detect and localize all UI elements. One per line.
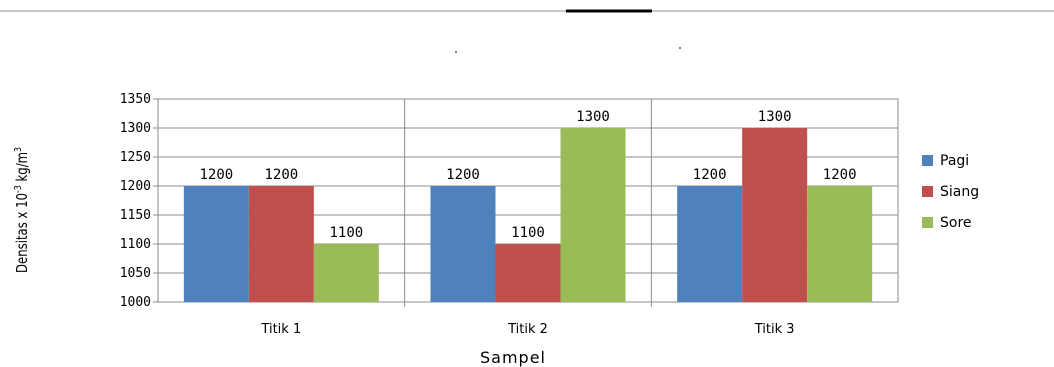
legend-swatch-siang	[922, 186, 933, 197]
bars-group	[183, 128, 873, 302]
bar-pagi-3	[677, 186, 743, 302]
y-tick-label: 1100	[120, 237, 151, 252]
legend-swatch-sore	[922, 217, 933, 228]
data-labels-group: 1200 1200 1100 1200 1100 1300 1200 1300 1200	[199, 109, 856, 241]
data-label: 1200	[264, 167, 298, 183]
legend: Pagi Siang Sore	[922, 153, 979, 231]
y-tick-label: 1250	[120, 150, 151, 165]
data-label: 1200	[446, 167, 480, 183]
x-axis-ticks: Titik 1 Titik 2 Titik 3	[260, 322, 794, 337]
x-tick-label: Titik 2	[507, 322, 548, 337]
bar-sore-3	[807, 186, 873, 302]
data-label: 1200	[199, 167, 233, 183]
y-tick-label: 1200	[120, 179, 151, 194]
y-tick-label: 1050	[120, 266, 151, 281]
bar-siang-3	[742, 128, 808, 302]
data-label: 1100	[329, 225, 363, 241]
legend-label-pagi: Pagi	[940, 153, 969, 169]
bar-pagi-1	[183, 186, 249, 302]
bar-siang-1	[248, 186, 314, 302]
data-label: 1200	[823, 167, 857, 183]
y-tick-label: 1150	[120, 208, 151, 223]
y-tick-label: 1000	[120, 295, 151, 310]
data-label: 1300	[758, 109, 792, 125]
y-tick-label: 1350	[120, 92, 151, 107]
bar-sore-2	[560, 128, 626, 302]
data-label: 1200	[693, 167, 727, 183]
legend-swatch-pagi	[922, 155, 933, 166]
speck-mark	[679, 47, 681, 49]
y-axis-label: Densitas x 10-3 kg/m3	[13, 147, 31, 273]
speck-mark	[455, 51, 457, 53]
data-label: 1300	[576, 109, 610, 125]
legend-label-sore: Sore	[940, 215, 972, 231]
x-axis-label: Sampel	[480, 348, 546, 367]
x-tick-label: Titik 3	[754, 322, 795, 337]
x-tick-label: Titik 1	[260, 322, 301, 337]
category-separators	[404, 99, 652, 307]
bar-pagi-2	[430, 186, 496, 302]
y-tick-label: 1300	[120, 121, 151, 136]
bar-sore-1	[313, 244, 379, 302]
y-axis-ticks: 1000 1050 1100 1150 1200 1250 1300 1350	[120, 92, 151, 310]
data-label: 1100	[511, 225, 545, 241]
legend-label-siang: Siang	[940, 184, 979, 200]
bar-siang-2	[495, 244, 561, 302]
